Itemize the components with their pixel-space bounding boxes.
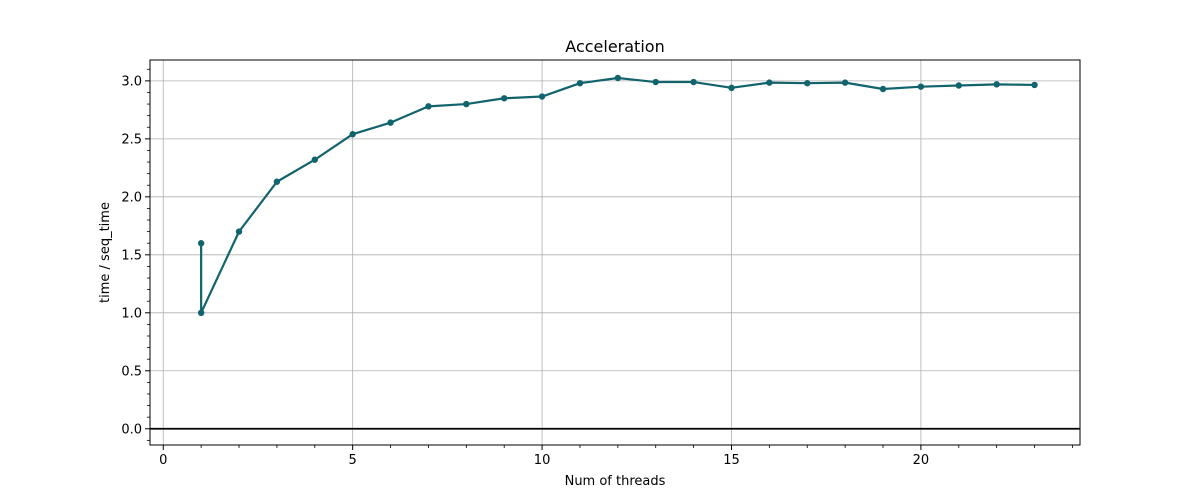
y-axis-label: time / seq_time (98, 202, 113, 303)
data-point (728, 84, 735, 92)
data-point (197, 240, 205, 247)
data-point (1031, 81, 1038, 89)
series-line (200, 76, 1035, 314)
data-point (917, 83, 925, 90)
data-point (955, 82, 962, 89)
data-point (804, 79, 811, 87)
y-tick-label: 3.0 (121, 74, 142, 89)
data-point (235, 228, 243, 235)
data-point (576, 79, 584, 87)
x-axis-label: Num of threads (565, 474, 666, 489)
axis-ticks: 0 5 10 15 20 0.0 0.5 1.0 1.5 2.0 2.5 3.0 (121, 68, 1073, 468)
chart-title: Acceleration (565, 37, 664, 56)
data-point (766, 79, 773, 86)
y-tick-label: 2.5 (121, 132, 142, 147)
data-point (349, 131, 356, 138)
data-point (841, 79, 849, 86)
x-tick-label: 10 (534, 453, 551, 468)
data-point (690, 78, 697, 86)
x-tick-label: 0 (159, 453, 167, 468)
data-point (425, 103, 432, 110)
data-point (993, 81, 1000, 88)
data-point (387, 119, 394, 126)
x-tick-label: 5 (349, 453, 357, 468)
data-point (311, 156, 318, 163)
data-point (652, 78, 659, 86)
x-tick-label: 15 (723, 453, 740, 468)
series-group (197, 74, 1038, 317)
y-tick-label: 1.0 (121, 306, 142, 321)
data-point (879, 85, 887, 93)
grid-lines (150, 60, 1080, 445)
y-tick-label: 1.5 (121, 248, 142, 263)
data-point (273, 178, 281, 185)
y-tick-label: 0.5 (121, 364, 142, 379)
data-point (614, 74, 622, 82)
x-tick-label: 20 (913, 453, 930, 468)
data-point (463, 100, 470, 108)
plot-frame (149, 59, 1081, 446)
y-tick-label: 2.0 (121, 190, 142, 205)
data-point (538, 93, 546, 100)
data-point (500, 95, 508, 102)
y-tick-label: 0.0 (121, 422, 142, 437)
data-point (197, 309, 205, 317)
